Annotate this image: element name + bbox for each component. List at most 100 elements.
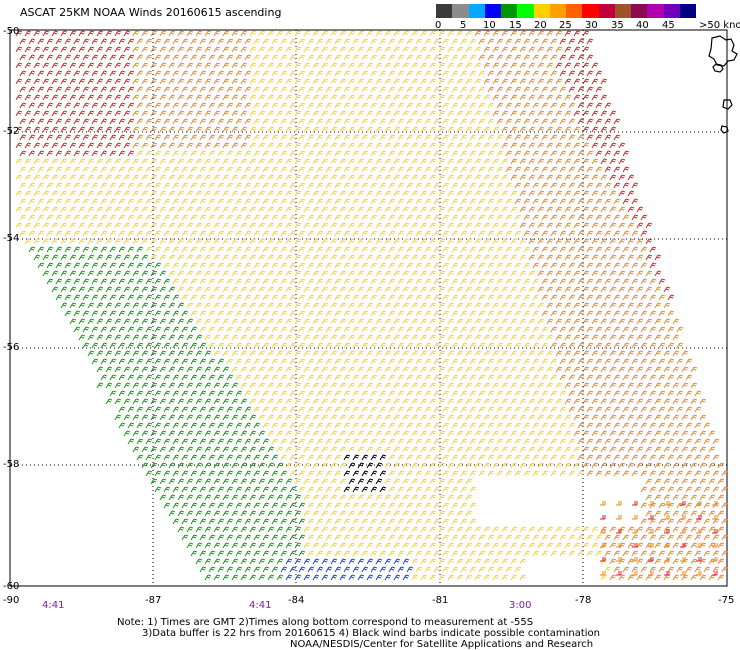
wind-barb (307, 294, 315, 301)
wind-barb (222, 254, 230, 261)
wind-barb (316, 294, 324, 301)
wind-barb (424, 278, 432, 285)
wind-barb (96, 158, 104, 165)
wind-barb (105, 126, 113, 133)
wind-barb (357, 334, 365, 341)
wind-barb (415, 38, 423, 45)
wind-barb (231, 270, 239, 277)
wind-barb (379, 454, 387, 461)
wind-barb (60, 238, 68, 245)
wind-barb (316, 422, 324, 429)
wind-barb (145, 166, 153, 173)
wind-barb (573, 110, 581, 117)
wind-barb (240, 206, 248, 213)
wind-barb (64, 278, 72, 285)
wind-barb (136, 214, 144, 221)
wind-barb (87, 302, 95, 309)
wind-barb (244, 166, 252, 173)
wind-barb (37, 102, 45, 109)
wind-barb (276, 414, 284, 421)
wind-barb (73, 326, 81, 333)
wind-barb (370, 118, 378, 125)
wind-barb (546, 542, 554, 549)
wind-barb (618, 254, 626, 261)
wind-barb (546, 110, 554, 117)
wind-barb (231, 382, 239, 389)
wind-barb (217, 342, 225, 349)
wind-barb (141, 110, 149, 117)
wind-barb (487, 182, 495, 189)
wind-barb (231, 318, 239, 325)
wind-barb (505, 358, 513, 365)
wind-barb (451, 150, 459, 157)
wind-barb (451, 262, 459, 269)
wind-barb (307, 54, 315, 61)
wind-barb (271, 198, 279, 205)
wind-barb (190, 422, 198, 429)
wind-barb (366, 302, 374, 309)
wind-barb (474, 574, 482, 581)
wind-barb (258, 494, 266, 501)
wind-barb (262, 342, 270, 349)
wind-barb (460, 278, 468, 285)
wind-barb (123, 46, 131, 53)
wind-barb (577, 70, 585, 77)
wind-barb (573, 382, 581, 389)
wind-barb (321, 558, 329, 565)
wind-barb (451, 358, 459, 365)
wind-barb (280, 262, 288, 269)
wind-barb (253, 566, 261, 573)
wind-barb (676, 438, 684, 445)
wind-barb (618, 270, 626, 277)
wind-barb (267, 94, 275, 101)
wind-barb (253, 86, 261, 93)
wind-barb (330, 206, 338, 213)
wind-barb (402, 398, 410, 405)
wind-barb (177, 270, 185, 277)
wind-barb (208, 102, 216, 109)
wind-barb (460, 54, 468, 61)
wind-barb (406, 374, 414, 381)
wind-barb (294, 78, 302, 85)
wind-barb (78, 334, 86, 341)
wind-barb (415, 390, 423, 397)
wind-barb (316, 262, 324, 269)
wind-barb (159, 494, 167, 501)
wind-barb (379, 54, 387, 61)
wind-barb (46, 134, 54, 141)
wind-barb (397, 54, 405, 61)
wind-barb (325, 326, 333, 333)
wind-barb (573, 206, 581, 213)
wind-barb (334, 150, 342, 157)
wind-barb (438, 510, 446, 517)
wind-barb (357, 478, 365, 485)
wind-barb (154, 486, 162, 493)
wind-barb (532, 86, 540, 93)
wind-barb (604, 438, 612, 445)
wind-barb (100, 342, 108, 349)
wind-barb (622, 310, 630, 317)
wind-barb (60, 62, 68, 69)
wind-barb (64, 150, 72, 157)
wind-barb (132, 302, 140, 309)
wind-barb (393, 222, 401, 229)
wind-barb (348, 430, 356, 437)
wind-barb (672, 350, 680, 357)
wind-barb (564, 382, 572, 389)
wind-barb (159, 62, 167, 69)
wind-barb (690, 510, 698, 517)
wind-barb (559, 550, 567, 557)
wind-barb (217, 550, 225, 557)
wind-barb (586, 470, 594, 477)
wind-barb (55, 246, 63, 253)
wind-barb (379, 246, 387, 253)
wind-barb (114, 78, 122, 85)
wind-barb (406, 502, 414, 509)
wind-barb (361, 246, 369, 253)
wind-barb (73, 166, 81, 173)
wind-barb (442, 406, 450, 413)
wind-barb (249, 558, 257, 565)
wind-barb (334, 166, 342, 173)
wind-barb (195, 94, 203, 101)
wind-barb (280, 198, 288, 205)
